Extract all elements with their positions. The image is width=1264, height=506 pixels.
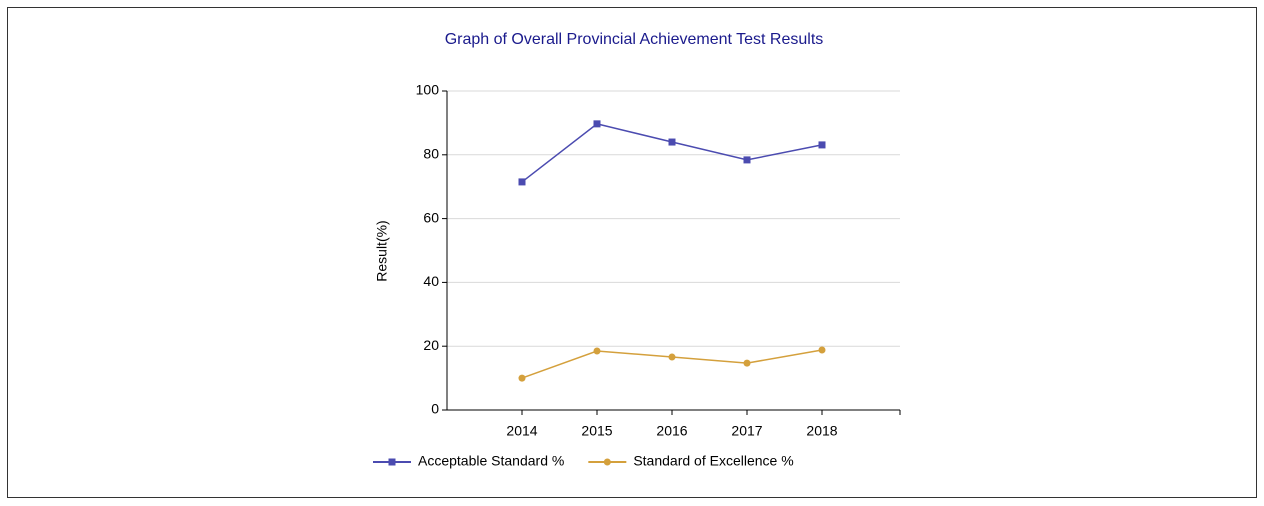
marker [743,359,751,367]
y-tick-label: 100 [416,82,440,98]
frame [7,7,1257,498]
marker [593,120,601,128]
marker [518,178,526,186]
marker [818,346,826,354]
marker [603,458,611,466]
marker [518,374,526,382]
marker [668,138,676,146]
y-axis-label: Result(%) [374,220,390,281]
x-tick-label: 2015 [581,423,612,439]
y-tick-label: 0 [431,401,439,417]
y-tick-label: 20 [423,337,439,353]
marker [668,353,676,361]
legend-label: Standard of Excellence % [633,453,793,469]
x-tick-label: 2017 [731,423,762,439]
x-tick-label: 2018 [806,423,837,439]
legend-label: Acceptable Standard % [418,453,564,469]
marker [388,458,396,466]
chart-title: Graph of Overall Provincial Achievement … [445,31,824,48]
marker [593,347,601,355]
x-tick-label: 2016 [656,423,687,439]
y-tick-label: 80 [423,146,439,162]
y-tick-label: 40 [423,273,439,289]
marker [743,156,751,164]
marker [818,141,826,149]
y-tick-label: 60 [423,209,439,225]
x-tick-label: 2014 [506,423,537,439]
